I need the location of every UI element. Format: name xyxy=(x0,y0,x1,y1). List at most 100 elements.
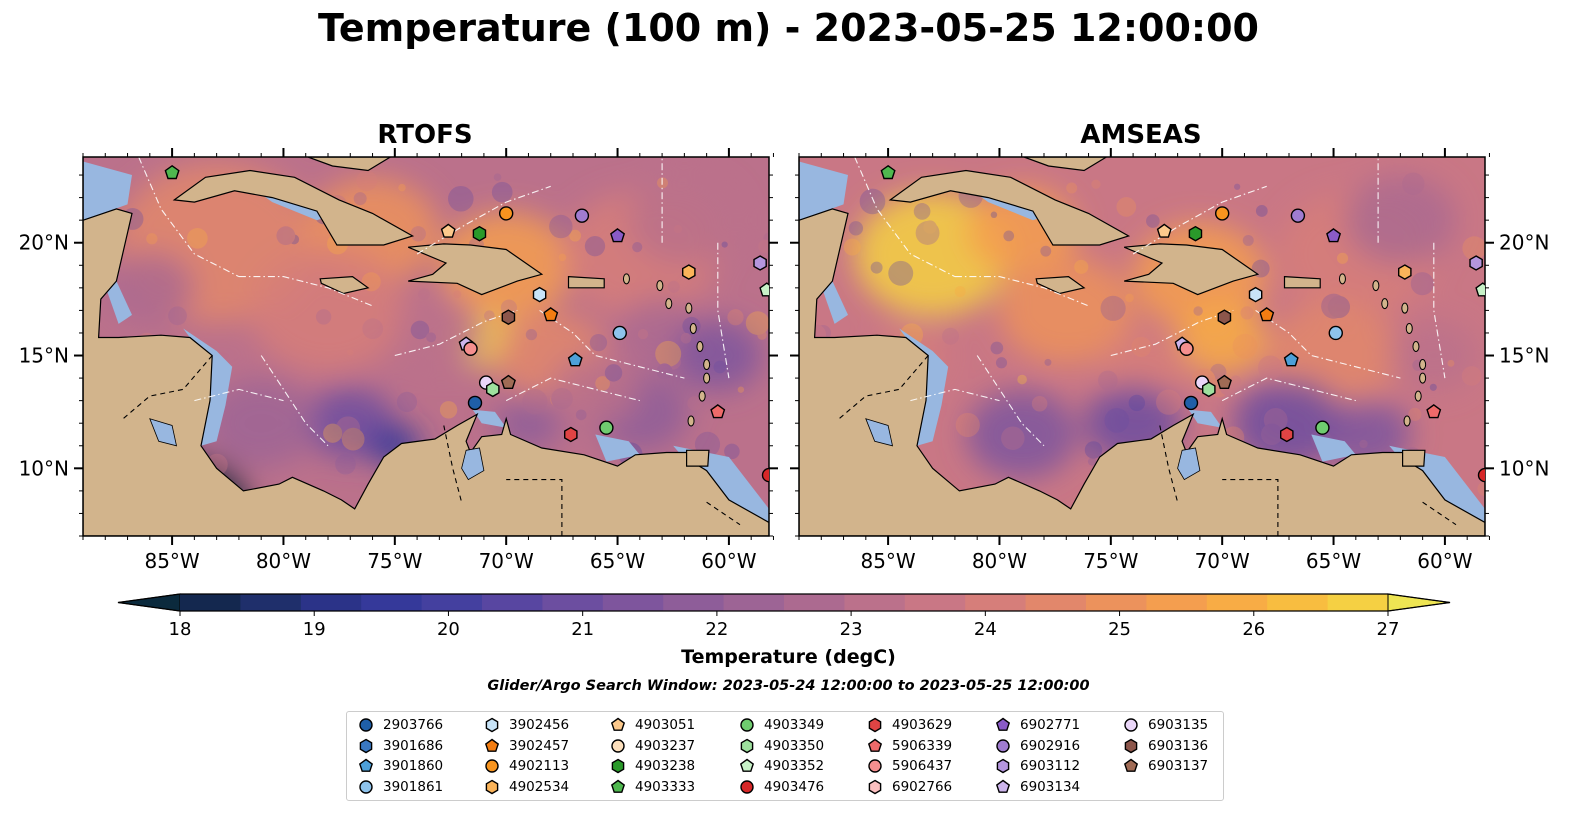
legend-marker xyxy=(359,779,373,794)
island-1 xyxy=(698,390,706,402)
legend-label: 6902766 xyxy=(892,778,953,795)
float-marker-4902534 xyxy=(1397,264,1412,280)
lat-label: 15°N xyxy=(19,344,69,368)
pentagon-marker-icon xyxy=(739,758,755,772)
float-marker-3902457 xyxy=(543,307,559,322)
legend-label: 5906437 xyxy=(892,758,953,774)
island-1 xyxy=(1414,390,1422,402)
border-line-0 xyxy=(122,355,213,420)
legend-marker xyxy=(611,758,625,774)
legend-label: 3901686 xyxy=(383,737,444,754)
legend-item-6903137: 6903137 xyxy=(1122,756,1208,776)
island-4 xyxy=(696,341,704,352)
hexagon-marker-icon xyxy=(868,717,882,733)
border-line-3 xyxy=(1422,501,1457,526)
map-frame xyxy=(82,156,770,537)
lon-label: 80°W xyxy=(972,549,1027,573)
colorbar-bin xyxy=(1267,594,1329,611)
island-5 xyxy=(1405,322,1413,334)
legend-label: 6902916 xyxy=(1020,737,1081,754)
legend-item-4903476: 4903476 xyxy=(738,777,824,797)
land-hispaniola xyxy=(407,243,544,296)
land-central xyxy=(799,157,1485,536)
colorbar-bin xyxy=(542,594,604,611)
colorbar-bin xyxy=(602,594,664,611)
colorbar-tick-label: 25 xyxy=(1108,619,1131,640)
colorbar-tick-label: 24 xyxy=(973,619,997,640)
legend-item-6903136: 6903136 xyxy=(1122,736,1208,756)
float-marker-6903137 xyxy=(500,374,516,389)
colorbar-tick-label: 20 xyxy=(436,619,460,640)
legend-marker xyxy=(610,717,626,731)
legend-label: 3901861 xyxy=(383,778,444,795)
float-marker-6903136 xyxy=(1217,309,1232,326)
eez-line-2 xyxy=(1132,185,1267,255)
float-marker-4903350 xyxy=(486,381,500,398)
colorbar-bin xyxy=(784,594,845,611)
float-marker-3901861 xyxy=(1328,325,1343,341)
float-marker-5906339 xyxy=(1426,404,1442,419)
shelf-4 xyxy=(472,409,507,428)
legend-item-4903629: 4903629 xyxy=(866,715,952,735)
pentagon-marker-icon xyxy=(610,717,626,731)
colorbar-bin xyxy=(1086,594,1147,611)
float-marker-4903629 xyxy=(564,426,578,443)
legend-label: 4903629 xyxy=(892,717,953,733)
legend-label: 2903766 xyxy=(383,717,444,733)
hexagon-marker-icon xyxy=(485,779,499,794)
shelf-2 xyxy=(83,161,132,221)
legend-item-2903766: 2903766 xyxy=(357,715,443,735)
island-0 xyxy=(687,415,695,427)
lake-nicaragua xyxy=(865,418,894,447)
colorbar-tick-label: 27 xyxy=(1376,619,1400,640)
circle-marker-icon xyxy=(868,759,882,773)
float-marker-4903349 xyxy=(1315,420,1330,435)
land-jamaica xyxy=(1035,275,1086,295)
lake-nicaragua xyxy=(149,418,178,447)
land-bahamas xyxy=(1023,157,1108,172)
legend-item-4902113: 4902113 xyxy=(483,756,569,776)
land-central xyxy=(83,157,769,536)
lon-label: 80°W xyxy=(256,549,311,573)
legend-item-6902771: 6902771 xyxy=(994,715,1080,735)
circle-marker-icon xyxy=(485,759,499,773)
float-marker-3901861 xyxy=(612,325,627,341)
colorbar-tick-label: 23 xyxy=(839,619,863,640)
land-trinidad xyxy=(1401,449,1426,467)
legend-item-4903238: 4903238 xyxy=(609,756,695,776)
map-panel-rtofs: 85°W 80°W 75°W 70°W 65°W 60°W 20°N 15°N 10°N xyxy=(19,148,778,573)
legend-marker xyxy=(740,738,754,753)
legend-item-6903112: 6903112 xyxy=(994,756,1080,776)
eez-line-4 xyxy=(260,355,329,447)
island-9 xyxy=(622,273,630,285)
legend-marker xyxy=(611,738,625,753)
legend-label: 4903352 xyxy=(764,758,825,774)
legend-marker xyxy=(996,758,1010,774)
colorbar-bin xyxy=(421,594,483,611)
legend-marker xyxy=(996,738,1010,753)
legend-item-4903237: 4903237 xyxy=(609,736,695,756)
legend-marker xyxy=(739,758,755,772)
circle-marker-icon xyxy=(740,779,754,794)
eez-line-4 xyxy=(976,355,1045,447)
hexagon-marker-icon xyxy=(740,738,754,753)
eez-line-3 xyxy=(539,309,685,379)
colorbar-extend-high xyxy=(1387,593,1451,612)
colorbar-bin xyxy=(180,594,241,611)
island-6 xyxy=(1401,302,1409,314)
legend-marker xyxy=(740,718,754,732)
legend-item-4903352: 4903352 xyxy=(738,756,824,776)
colorbar-bin xyxy=(482,594,543,611)
colorbar-bin xyxy=(361,594,423,611)
lat-label: 10°N xyxy=(19,456,69,480)
legend-item-6903134: 6903134 xyxy=(994,777,1080,797)
hexagon-marker-icon xyxy=(611,758,625,774)
island-6 xyxy=(685,302,693,314)
legend-label: 4903350 xyxy=(764,737,825,754)
border-line-2 xyxy=(506,479,563,536)
lon-label: 65°W xyxy=(1306,549,1361,573)
legend-marker xyxy=(358,758,374,772)
legend-marker xyxy=(484,738,500,752)
lat-label: 20°N xyxy=(19,231,69,255)
legend-marker xyxy=(995,717,1011,731)
